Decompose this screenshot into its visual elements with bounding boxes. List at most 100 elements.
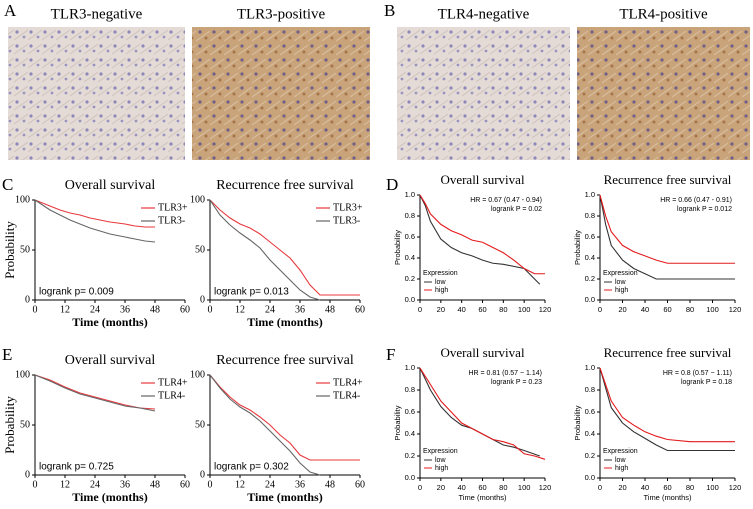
legend-label: low <box>435 279 446 286</box>
legend-title: Expression <box>603 270 638 277</box>
y-axis-label: Probability <box>393 405 402 440</box>
x-tick-label: 60 <box>478 483 486 492</box>
chart-title: Overall survival <box>440 345 525 360</box>
survival-curve <box>34 199 156 243</box>
x-tick-label: 60 <box>180 479 190 490</box>
x-tick-label: 48 <box>150 304 160 315</box>
chart-title: Recurrence free survival <box>216 178 354 193</box>
y-tick-label: 0.2 <box>585 451 595 460</box>
legend-label: low <box>615 279 626 286</box>
legend-title: Expression <box>423 270 458 277</box>
panel-label: D <box>386 175 398 194</box>
x-tick-label: 48 <box>150 479 160 490</box>
x-tick-label: 60 <box>663 305 671 314</box>
x-tick-label: 0 <box>208 304 213 315</box>
y-tick-label: 0 <box>200 469 205 480</box>
y-tick-label: 100 <box>190 369 205 380</box>
y-tick-label: 1.0 <box>585 190 595 199</box>
x-tick-label: 36 <box>120 479 130 490</box>
panel-label: E <box>2 345 12 364</box>
annotation: logrank P = 0.02 <box>491 206 542 213</box>
annotation: logrank P = 0.23 <box>491 379 542 386</box>
micrograph <box>577 27 750 160</box>
micrograph <box>397 27 570 160</box>
y-tick-label: 50 <box>20 244 30 255</box>
y-tick-label: 50 <box>195 244 205 255</box>
x-tick-label: 12 <box>235 304 245 315</box>
annotation: logrank p= 0.302 <box>214 462 289 473</box>
legend-label: high <box>435 465 448 472</box>
x-tick-label: 60 <box>478 305 486 314</box>
legend-label: low <box>435 457 446 464</box>
y-tick-label: 0.8 <box>585 385 595 394</box>
panel-label: A <box>4 1 17 20</box>
x-tick-label: 20 <box>437 483 445 492</box>
y-axis-label: Probability <box>573 230 582 265</box>
survival-curve <box>209 374 321 476</box>
legend-label: TLR4- <box>158 390 185 401</box>
survival-curve <box>599 367 735 452</box>
image-caption: TLR3-positive <box>237 6 326 22</box>
x-tick-label: 36 <box>295 304 305 315</box>
x-tick-label: 48 <box>325 479 335 490</box>
x-tick-label: 12 <box>235 479 245 490</box>
x-tick-label: 100 <box>518 483 531 492</box>
x-axis-label: Time (months) <box>72 315 147 329</box>
annotation: HR = 0.66 (0.47 - 0.91) <box>660 197 732 204</box>
x-tick-label: 12 <box>60 479 70 490</box>
x-tick-label: 120 <box>729 483 742 492</box>
x-tick-label: 24 <box>90 304 100 315</box>
survival-curve <box>34 199 155 228</box>
legend-label: TLR4- <box>333 390 360 401</box>
legend-label: TLR3- <box>333 215 360 226</box>
legend-title: Expression <box>603 448 638 455</box>
y-tick-label: 0.2 <box>585 274 595 283</box>
x-tick-label: 80 <box>686 483 694 492</box>
annotation: logrank p= 0.009 <box>39 287 114 298</box>
x-tick-label: 100 <box>706 483 719 492</box>
image-caption: TLR4-positive <box>619 6 708 22</box>
y-tick-label: 0.2 <box>405 451 415 460</box>
y-axis-label: Probability <box>393 230 402 265</box>
y-tick-label: 50 <box>195 419 205 430</box>
y-tick-label: 1.0 <box>405 363 415 372</box>
legend-label: TLR3+ <box>333 202 363 213</box>
panel-label: C <box>2 175 13 194</box>
x-tick-label: 0 <box>33 479 38 490</box>
x-tick-label: 20 <box>618 483 626 492</box>
legend-label: low <box>615 457 626 464</box>
x-tick-label: 12 <box>60 304 70 315</box>
x-tick-label: 0 <box>418 305 422 314</box>
micrograph <box>192 27 370 160</box>
legend-label: high <box>615 465 628 472</box>
y-tick-label: 0.4 <box>405 429 415 438</box>
legend-label: TLR3+ <box>158 202 188 213</box>
y-tick-label: 0.8 <box>405 385 415 394</box>
x-tick-label: 0 <box>598 483 602 492</box>
x-tick-label: 120 <box>539 483 552 492</box>
x-tick-label: 60 <box>355 304 365 315</box>
x-tick-label: 0 <box>418 483 422 492</box>
annotation: logrank P = 0.012 <box>677 206 732 213</box>
annotation: HR = 0.67 (0.47 - 0.94) <box>470 197 542 204</box>
x-tick-label: 60 <box>355 479 365 490</box>
x-tick-label: 0 <box>598 305 602 314</box>
x-axis-label: Time (months) <box>247 490 322 504</box>
y-tick-label: 100 <box>190 194 205 205</box>
y-tick-label: 0.4 <box>585 429 595 438</box>
y-tick-label: 1.0 <box>405 190 415 199</box>
x-tick-label: 24 <box>90 479 100 490</box>
x-axis-label: Time (months) <box>458 493 507 502</box>
x-tick-label: 100 <box>518 305 531 314</box>
y-tick-label: 100 <box>15 194 30 205</box>
y-tick-label: 0.0 <box>585 473 595 482</box>
x-axis-label: Time (months) <box>643 493 692 502</box>
annotation: HR = 0.81 (0.57 − 1.14) <box>468 370 542 377</box>
x-tick-label: 120 <box>539 305 552 314</box>
legend-label: TLR3- <box>158 215 185 226</box>
micrograph <box>8 27 185 160</box>
x-axis-label: Time (months) <box>72 490 147 504</box>
legend-label: TLR4+ <box>333 377 363 388</box>
annotation: logrank p= 0.725 <box>39 462 114 473</box>
